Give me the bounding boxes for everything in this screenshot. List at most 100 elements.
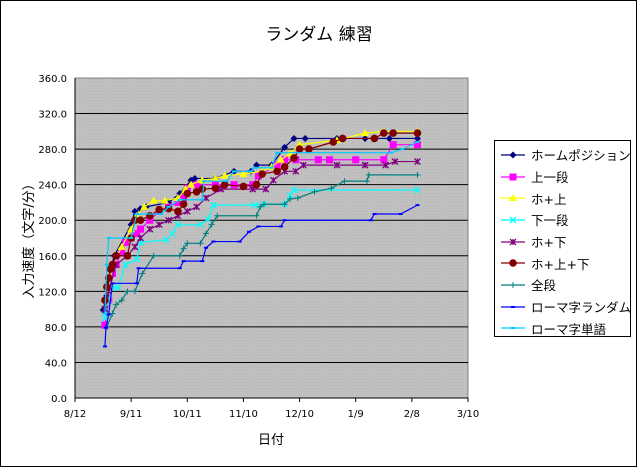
circle-marker — [155, 205, 164, 214]
circle-marker — [211, 184, 220, 193]
y-tick-label: 80.0 — [45, 323, 67, 334]
dash-marker — [389, 151, 394, 154]
plus-marker — [124, 288, 131, 295]
dash-marker — [368, 219, 373, 222]
circle-marker — [379, 129, 388, 137]
x-marker — [133, 255, 141, 263]
x-tick-label: 12/10 — [285, 409, 314, 420]
star-marker — [155, 221, 163, 229]
circle-marker — [174, 207, 182, 216]
x-tick-label: 10/11 — [173, 409, 202, 420]
plus-marker — [294, 195, 301, 201]
square-marker — [273, 161, 281, 169]
series-line — [104, 204, 418, 347]
star-marker — [509, 238, 517, 246]
square-marker — [133, 230, 141, 238]
dash-marker — [398, 213, 403, 215]
dash-marker — [415, 141, 420, 143]
square-marker — [108, 270, 116, 278]
plus-marker — [257, 203, 264, 210]
plus-marker — [203, 230, 209, 237]
circle-marker — [146, 211, 154, 220]
dash-marker — [256, 225, 261, 228]
y-tick-label: 200.0 — [38, 216, 67, 227]
circle-marker — [252, 180, 261, 189]
dash-marker — [269, 166, 274, 169]
x-tick-label: 8/12 — [64, 409, 86, 420]
x-tick-label: 11/10 — [229, 409, 258, 420]
x-tick-label: 1/9 — [348, 409, 364, 420]
square-marker — [380, 156, 388, 164]
circle-marker — [370, 134, 379, 143]
dash-marker — [102, 345, 107, 348]
chart-title: ランダム 練習 — [265, 25, 372, 45]
circle-marker — [183, 189, 192, 198]
circle-marker — [413, 129, 422, 137]
x-marker — [290, 186, 298, 194]
circle-marker — [123, 251, 132, 260]
dash-marker — [200, 260, 205, 263]
plus-marker — [341, 178, 348, 185]
triangle-marker — [509, 194, 517, 202]
dash-marker — [106, 237, 111, 239]
triangle-marker — [211, 174, 220, 182]
plus-marker — [184, 240, 191, 247]
square-marker — [281, 156, 289, 164]
legend-swatch — [501, 259, 525, 268]
star-marker — [414, 158, 421, 166]
triangle-marker — [160, 196, 169, 204]
circle-marker — [198, 185, 207, 193]
plus-marker — [281, 201, 288, 208]
dash-marker — [134, 213, 139, 215]
square-marker — [254, 172, 262, 180]
circle-marker — [295, 145, 304, 153]
plus-marker — [328, 185, 335, 192]
circle-marker — [220, 180, 229, 189]
dash-marker — [248, 170, 253, 173]
square-marker — [180, 194, 188, 202]
dash-marker — [372, 213, 377, 215]
dash-marker — [106, 313, 111, 316]
star-marker — [391, 158, 399, 166]
plus-marker — [118, 297, 125, 304]
dash-marker — [202, 180, 207, 183]
triangle-marker — [361, 129, 370, 137]
diamond-marker — [413, 134, 421, 142]
legend-swatch — [501, 151, 525, 159]
plus-marker — [414, 171, 421, 178]
plus-marker — [287, 195, 294, 202]
dash-marker — [181, 260, 186, 263]
circle-marker — [338, 134, 347, 143]
dash-marker — [110, 282, 115, 285]
legend-swatch — [501, 327, 525, 330]
legend-swatch — [501, 216, 525, 224]
legend-swatch — [501, 173, 525, 181]
circle-marker — [103, 283, 111, 291]
dash-marker — [511, 327, 515, 330]
square-marker — [193, 181, 201, 189]
x-axis-label: 日付 — [258, 433, 284, 448]
legend-item: ローマ字ランダム — [499, 296, 631, 318]
star-marker — [299, 161, 307, 169]
plus-marker — [510, 281, 516, 288]
square-marker — [101, 321, 109, 329]
x-tick-label: 9/11 — [120, 409, 142, 420]
x-marker — [509, 216, 517, 224]
triangle-marker — [276, 155, 285, 163]
plus-marker — [365, 171, 372, 178]
dash-marker — [282, 219, 287, 222]
triangle-marker — [187, 180, 196, 188]
plus-marker — [176, 252, 183, 259]
legend-item: 下一段 — [499, 209, 630, 231]
circle-marker — [329, 138, 338, 146]
legend-label: ローマ字単語 — [531, 321, 607, 337]
circle-marker — [389, 129, 397, 137]
y-tick-label: 120.0 — [38, 287, 67, 298]
diamond-marker — [281, 143, 289, 151]
dash-marker — [278, 225, 283, 228]
y-tick-label: 160.0 — [38, 252, 67, 263]
square-marker — [389, 141, 397, 149]
dash-marker — [415, 204, 420, 207]
star-marker — [262, 185, 270, 193]
